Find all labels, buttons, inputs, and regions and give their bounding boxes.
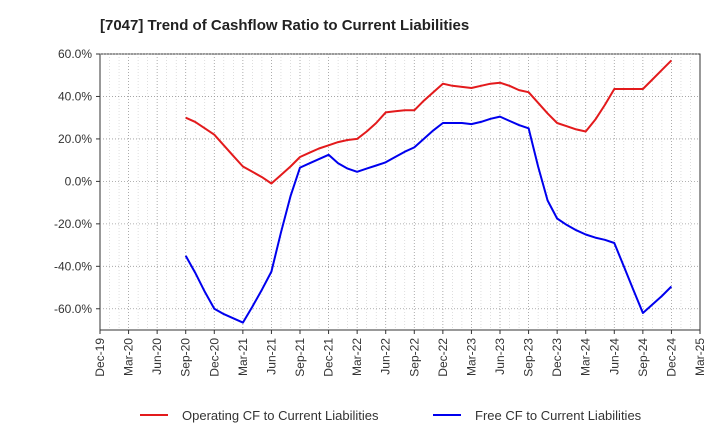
x-tick-label: Mar-22 [350,338,364,376]
grid-lines [100,53,700,330]
x-tick-label: Mar-24 [579,338,593,376]
x-tick-label: Sep-22 [407,338,421,377]
y-tick-label: 20.0% [58,132,92,146]
x-tick-label: Jun-20 [150,338,164,375]
x-tick-label: Sep-24 [636,338,650,377]
legend: Operating CF to Current Liabilities Free … [140,408,642,423]
legend-label-1: Operating CF to Current Liabilities [182,408,379,423]
y-tick-label: 0.0% [65,174,93,188]
series-line-1 [185,59,673,185]
y-axis: 60.0% 40.0% 20.0% 0.0% -20.0% -40.0% -60.0% [54,47,100,316]
x-tick-label: Sep-23 [522,338,536,377]
x-tick-label: Sep-20 [179,338,193,377]
legend-label-2: Free CF to Current Liabilities [475,408,642,423]
series-line-2 [184,115,673,324]
y-tick-label: -40.0% [54,259,92,273]
y-tick-label: -20.0% [54,217,92,231]
x-tick-label: Jun-21 [264,338,278,375]
x-tick-label: Jun-24 [607,338,621,375]
y-tick-label: -60.0% [54,302,92,316]
x-tick-label: Dec-23 [550,338,564,377]
x-tick-label: Dec-19 [93,338,107,377]
x-tick-label: Mar-23 [464,338,478,376]
y-tick-label: 60.0% [58,47,92,61]
x-tick-label: Dec-20 [207,338,221,377]
x-tick-label: Dec-21 [322,338,336,377]
x-tick-label: Dec-24 [664,338,678,377]
x-tick-label: Jun-22 [379,338,393,375]
series-lines [184,59,673,324]
x-tick-label: Dec-22 [436,338,450,377]
chart-title: [7047] Trend of Cashflow Ratio to Curren… [100,17,469,34]
x-tick-label: Jun-23 [493,338,507,375]
x-axis: Dec-19 Mar-20 Jun-20 Sep-20 Dec-20 Mar-21 Jun-… [93,330,707,377]
x-tick-label: Mar-25 [693,338,707,376]
y-tick-label: 40.0% [58,89,92,103]
x-tick-label: Sep-21 [293,338,307,377]
x-tick-label: Mar-20 [122,338,136,376]
x-tick-label: Mar-21 [236,338,250,376]
